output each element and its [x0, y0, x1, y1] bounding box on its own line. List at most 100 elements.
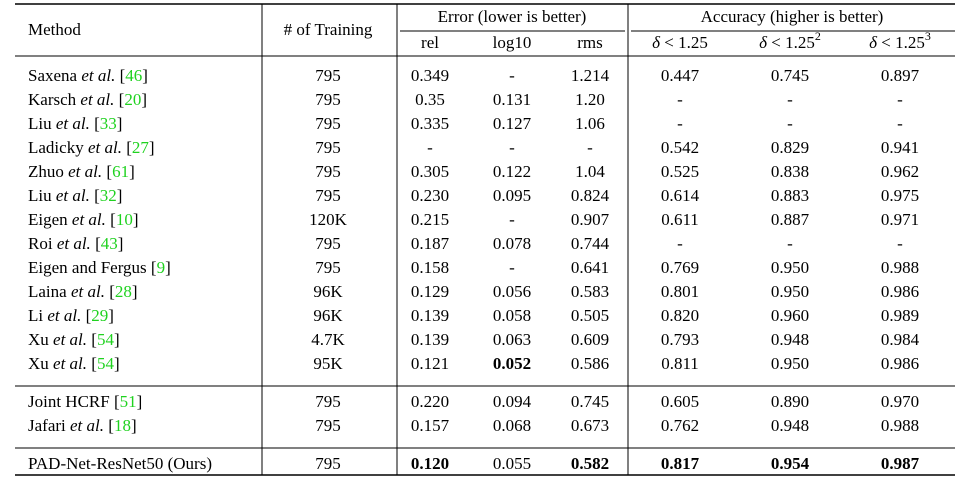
text-run: δ [759, 33, 768, 52]
value: 1.06 [575, 114, 605, 133]
value: 0.127 [493, 114, 532, 133]
value: 0.988 [881, 416, 919, 435]
value: 0.095 [493, 186, 531, 205]
header-training: # of Training [284, 20, 373, 39]
value: 0.055 [493, 454, 531, 473]
value: 0.890 [771, 392, 809, 411]
text-run: ] [117, 186, 123, 205]
value: 0.673 [571, 416, 609, 435]
value: 0.986 [881, 282, 919, 301]
text-run: Laina [28, 282, 71, 301]
method: Laina et al. [28] [28, 282, 138, 301]
value: 0.122 [493, 162, 531, 181]
value: 0.970 [881, 392, 919, 411]
value: 0.582 [571, 454, 609, 473]
text-run: 18 [114, 416, 131, 435]
value: 0.984 [881, 330, 920, 349]
value: - [897, 234, 903, 253]
text-run: Saxena [28, 66, 81, 85]
text-run: Eigen [28, 210, 72, 229]
training: 120K [309, 210, 348, 229]
text-run: [ [81, 306, 91, 325]
text-run: [ [115, 66, 125, 85]
value: 0.157 [411, 416, 450, 435]
training: 795 [315, 162, 341, 181]
method: Eigen et al. [10] [28, 210, 139, 229]
text-run: ] [129, 162, 135, 181]
text-run: [ [104, 416, 114, 435]
header-sub: δ < 1.252 [759, 29, 821, 52]
value: 0.950 [771, 354, 809, 373]
text-run: 29 [91, 306, 108, 325]
training: 795 [315, 66, 341, 85]
value: 0.817 [661, 454, 700, 473]
value: 0.988 [881, 258, 919, 277]
training: 795 [315, 234, 341, 253]
text-run: Liu [28, 114, 56, 133]
text-run: < 1.25 [877, 33, 925, 52]
value: - [787, 90, 793, 109]
value: 0.614 [661, 186, 700, 205]
value: 0.950 [771, 282, 809, 301]
value: - [677, 114, 683, 133]
text-run: 46 [125, 66, 142, 85]
value: 0.745 [571, 392, 609, 411]
value: 0.129 [411, 282, 449, 301]
value: 0.987 [881, 454, 920, 473]
text-run: et al. [80, 90, 114, 109]
text-run: 10 [116, 210, 133, 229]
text-run: 9 [157, 258, 166, 277]
value: 0.583 [571, 282, 609, 301]
text-run: 28 [115, 282, 132, 301]
training: 96K [313, 306, 343, 325]
method: Liu et al. [33] [28, 114, 122, 133]
header-method: Method [28, 20, 81, 39]
value: 0.078 [493, 234, 531, 253]
text-run: < 1.25 [767, 33, 815, 52]
text-run: 43 [101, 234, 118, 253]
training: 795 [315, 258, 341, 277]
text-run: et al. [88, 138, 122, 157]
method: Jafari et al. [18] [28, 416, 137, 435]
text-run: ] [133, 210, 139, 229]
text-run: Li [28, 306, 47, 325]
value: 0.609 [571, 330, 609, 349]
method: Xu et al. [54] [28, 354, 120, 373]
value: 0.447 [661, 66, 700, 85]
value: 0.505 [571, 306, 609, 325]
value: - [509, 66, 515, 85]
value: 1.214 [571, 66, 610, 85]
value: - [587, 138, 593, 157]
text-run: 27 [132, 138, 150, 157]
text-run: et al. [53, 354, 87, 373]
value: 0.948 [771, 330, 809, 349]
text-run: [ [114, 90, 124, 109]
value: 0.158 [411, 258, 449, 277]
value: 0.745 [771, 66, 809, 85]
value: 0.349 [411, 66, 449, 85]
value: 0.068 [493, 416, 531, 435]
value: 0.335 [411, 114, 449, 133]
training: 96K [313, 282, 343, 301]
method: Liu et al. [32] [28, 186, 122, 205]
value: 0.542 [661, 138, 699, 157]
value: - [787, 234, 793, 253]
text-run: ] [114, 330, 120, 349]
header-error: Error (lower is better) [438, 7, 587, 26]
header-sub: log10 [493, 33, 532, 52]
value: 0.824 [571, 186, 610, 205]
text-run: Xu [28, 330, 53, 349]
value: 0.525 [661, 162, 699, 181]
value: 0.094 [493, 392, 532, 411]
value: 0.215 [411, 210, 449, 229]
text-run: ] [131, 416, 137, 435]
value: 0.801 [661, 282, 699, 301]
value: 0.058 [493, 306, 531, 325]
value: 0.641 [571, 258, 609, 277]
text-run: et al. [56, 114, 90, 133]
header-accuracy: Accuracy (higher is better) [701, 7, 884, 26]
text-run: Joint HCRF [ [28, 392, 120, 411]
text-run: ] [141, 90, 147, 109]
value: 0.120 [411, 454, 449, 473]
value: 0.820 [661, 306, 699, 325]
